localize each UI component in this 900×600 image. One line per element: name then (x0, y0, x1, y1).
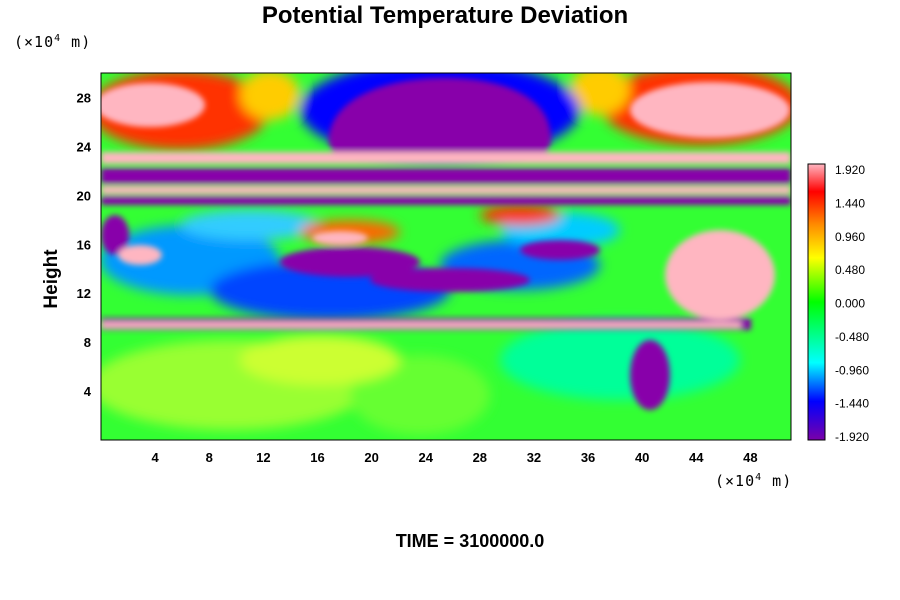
y-axis-ticks: 4 8 12 16 20 24 28 (77, 90, 92, 399)
colorbar-tick-label: 0.000 (835, 297, 865, 311)
y-tick-label: 8 (84, 335, 91, 350)
heatmap-field (101, 73, 791, 440)
x-axis-ticks: 4 8 12 16 20 24 28 32 36 40 44 48 (152, 450, 758, 465)
time-label: TIME = 3100000.0 (395, 531, 545, 551)
colorbar-tick-label: 1.440 (835, 196, 865, 210)
x-tick-label: 4 (152, 450, 160, 465)
x-tick-label: 24 (418, 450, 433, 465)
x-tick-label: 16 (310, 450, 324, 465)
x-tick-label: 36 (581, 450, 595, 465)
x-tick-label: 32 (527, 450, 541, 465)
colorbar-tick-label: 0.960 (835, 230, 865, 244)
colorbar-labels: 1.920 1.440 0.960 0.480 0.000 -0.480 -0.960 -1.… (835, 163, 869, 444)
colorbar-tick-label: 1.920 (835, 163, 865, 177)
x-tick-label: 28 (473, 450, 487, 465)
y-tick-label: 12 (77, 286, 91, 301)
y-unit-label: (×104 m) (14, 33, 92, 51)
x-tick-label: 8 (206, 450, 213, 465)
y-tick-label: 24 (77, 139, 92, 154)
x-tick-label: 40 (635, 450, 649, 465)
y-tick-label: 28 (77, 90, 91, 105)
y-tick-label: 20 (77, 188, 91, 203)
colorbar-tick-label: -1.440 (835, 397, 869, 411)
colorbar-tick-label: 0.480 (835, 263, 865, 277)
colorbar-tick-label: -1.920 (835, 430, 869, 444)
chart-title: Potential Temperature Deviation (261, 2, 629, 29)
y-tick-label: 4 (84, 384, 92, 399)
x-tick-label: 12 (256, 450, 270, 465)
x-tick-label: 20 (364, 450, 378, 465)
x-tick-label: 48 (743, 450, 757, 465)
colorbar-tick-label: -0.480 (835, 330, 869, 344)
colorbar-tick-label: -0.960 (835, 363, 869, 377)
x-unit-label: (×104 m) (715, 472, 793, 490)
x-tick-label: 44 (689, 450, 704, 465)
y-tick-label: 16 (77, 237, 91, 252)
colorbar (807, 163, 826, 441)
